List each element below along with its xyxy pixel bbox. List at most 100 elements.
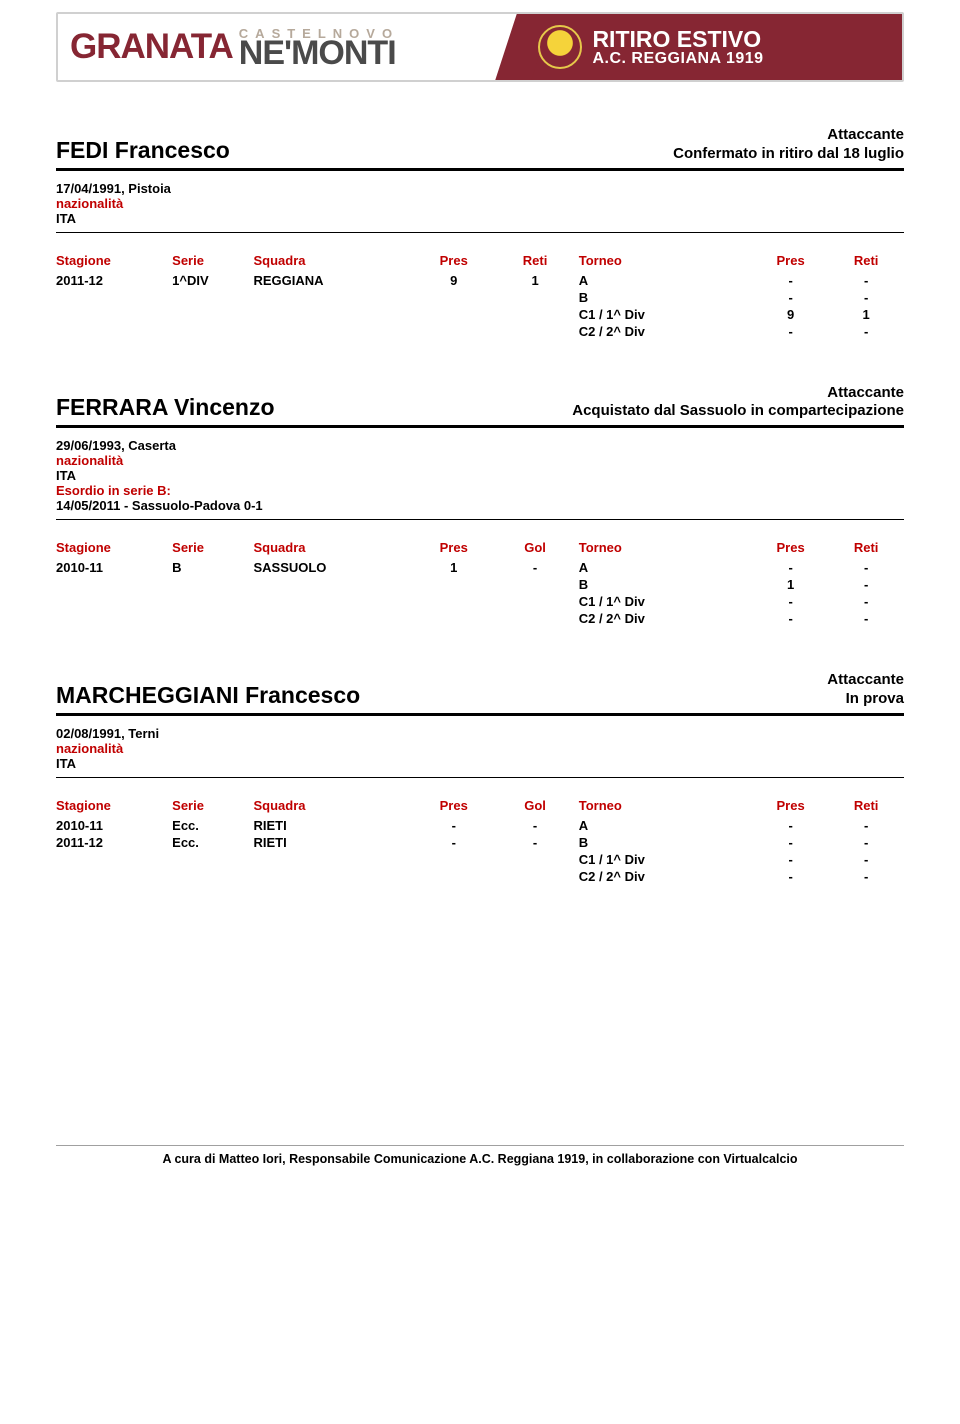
table-cell bbox=[56, 323, 172, 340]
nazionalita-label: nazionalità bbox=[56, 196, 904, 211]
table-header: Pres bbox=[416, 251, 497, 272]
esordio-value: 14/05/2011 - Sassuolo-Padova 0-1 bbox=[56, 498, 904, 513]
table-cell: REGGIANA bbox=[253, 272, 416, 289]
table-header: Squadra bbox=[253, 251, 416, 272]
table-cell: - bbox=[753, 323, 834, 340]
stats-table-wrap: StagioneSerieSquadraPresGolTorneoPresRet… bbox=[56, 538, 904, 627]
table-cell bbox=[253, 576, 416, 593]
nazionalita-label: nazionalità bbox=[56, 453, 904, 468]
table-cell bbox=[497, 306, 578, 323]
player-birth: 02/08/1991, Terni bbox=[56, 726, 904, 741]
banner-right: RITIRO ESTIVO A.C. REGGIANA 1919 bbox=[524, 14, 902, 80]
page-footer: A cura di Matteo Iori, Responsabile Comu… bbox=[56, 1145, 904, 1166]
table-row: 2010-11BSASSUOLO1-A-- bbox=[56, 559, 904, 576]
table-cell: 1 bbox=[416, 559, 497, 576]
table-cell: - bbox=[834, 610, 904, 627]
table-header: Pres bbox=[753, 251, 834, 272]
table-cell: - bbox=[834, 868, 904, 885]
table-cell: 9 bbox=[416, 272, 497, 289]
table-cell: C1 / 1^ Div bbox=[579, 306, 753, 323]
stats-table: StagioneSerieSquadraPresGolTorneoPresRet… bbox=[56, 538, 904, 627]
stats-table: StagioneSerieSquadraPresRetiTorneoPresRe… bbox=[56, 251, 904, 340]
table-cell: - bbox=[416, 834, 497, 851]
table-cell bbox=[253, 610, 416, 627]
table-cell: B bbox=[579, 834, 753, 851]
table-cell bbox=[497, 576, 578, 593]
table-cell bbox=[416, 576, 497, 593]
table-header: Pres bbox=[416, 796, 497, 817]
stats-table-wrap: StagioneSerieSquadraPresGolTorneoPresRet… bbox=[56, 796, 904, 885]
player-status: In prova bbox=[827, 690, 904, 709]
table-cell bbox=[416, 868, 497, 885]
player-bio: 17/04/1991, PistoianazionalitàITA bbox=[56, 181, 904, 233]
table-cell bbox=[253, 289, 416, 306]
table-cell bbox=[56, 289, 172, 306]
player-status: Acquistato dal Sassuolo in compartecipaz… bbox=[572, 402, 904, 421]
player-name: FEDI Francesco bbox=[56, 137, 230, 164]
table-cell bbox=[56, 306, 172, 323]
table-header: Gol bbox=[497, 796, 578, 817]
page: GRANATA CASTELNOVO NE'MONTI RITIRO ESTIV… bbox=[0, 0, 960, 1182]
table-row: C1 / 1^ Div-- bbox=[56, 593, 904, 610]
table-header: Reti bbox=[834, 538, 904, 559]
table-cell: 1 bbox=[497, 272, 578, 289]
player-name: FERRARA Vincenzo bbox=[56, 394, 275, 421]
nemonti-text: NE'MONTI bbox=[239, 39, 399, 68]
table-cell: - bbox=[834, 323, 904, 340]
table-header: Squadra bbox=[253, 538, 416, 559]
table-cell: - bbox=[753, 559, 834, 576]
table-cell bbox=[416, 593, 497, 610]
club-crest-icon bbox=[538, 25, 582, 69]
table-cell: B bbox=[579, 576, 753, 593]
table-cell bbox=[172, 868, 253, 885]
table-cell: A bbox=[579, 559, 753, 576]
table-cell: C1 / 1^ Div bbox=[579, 851, 753, 868]
player-role: Attaccante bbox=[827, 671, 904, 690]
table-cell: - bbox=[753, 593, 834, 610]
player-section: FERRARA Vincenzo AttaccanteAcquistato dal… bbox=[56, 384, 904, 628]
table-cell: SASSUOLO bbox=[253, 559, 416, 576]
table-cell bbox=[497, 593, 578, 610]
table-header: Pres bbox=[753, 796, 834, 817]
table-cell: - bbox=[834, 593, 904, 610]
table-cell bbox=[253, 323, 416, 340]
table-row: C1 / 1^ Div-- bbox=[56, 851, 904, 868]
table-header: Serie bbox=[172, 796, 253, 817]
table-cell bbox=[416, 306, 497, 323]
stats-table-wrap: StagioneSerieSquadraPresRetiTorneoPresRe… bbox=[56, 251, 904, 340]
ritiro-text: RITIRO ESTIVO bbox=[592, 28, 763, 51]
table-cell: - bbox=[834, 851, 904, 868]
table-header: Reti bbox=[834, 796, 904, 817]
table-cell: A bbox=[579, 272, 753, 289]
table-header: Gol bbox=[497, 538, 578, 559]
table-header: Torneo bbox=[579, 538, 753, 559]
table-cell: - bbox=[753, 289, 834, 306]
table-cell: 9 bbox=[753, 306, 834, 323]
player-status: Confermato in ritiro dal 18 luglio bbox=[673, 145, 904, 164]
player-header: FERRARA Vincenzo AttaccanteAcquistato dal… bbox=[56, 384, 904, 429]
table-header: Stagione bbox=[56, 251, 172, 272]
table-cell: RIETI bbox=[253, 834, 416, 851]
table-cell: - bbox=[834, 576, 904, 593]
table-cell bbox=[56, 576, 172, 593]
player-bio: 29/06/1993, CasertanazionalitàITAEsordio… bbox=[56, 438, 904, 520]
top-banner: GRANATA CASTELNOVO NE'MONTI RITIRO ESTIV… bbox=[56, 12, 904, 82]
table-cell: RIETI bbox=[253, 817, 416, 834]
table-header: Torneo bbox=[579, 251, 753, 272]
player-role-block: AttaccanteConfermato in ritiro dal 18 lu… bbox=[673, 126, 904, 164]
table-row: 2011-121^DIVREGGIANA91A-- bbox=[56, 272, 904, 289]
table-cell: 2011-12 bbox=[56, 272, 172, 289]
table-cell: - bbox=[753, 817, 834, 834]
stats-table: StagioneSerieSquadraPresGolTorneoPresRet… bbox=[56, 796, 904, 885]
table-cell: - bbox=[497, 817, 578, 834]
table-cell bbox=[416, 851, 497, 868]
player-name: MARCHEGGIANI Francesco bbox=[56, 682, 360, 709]
table-cell bbox=[172, 306, 253, 323]
table-cell bbox=[172, 576, 253, 593]
table-cell bbox=[56, 593, 172, 610]
table-cell bbox=[172, 289, 253, 306]
player-role: Attaccante bbox=[572, 384, 904, 403]
player-bio: 02/08/1991, TerninazionalitàITA bbox=[56, 726, 904, 778]
player-section: FEDI Francesco AttaccanteConfermato in ri… bbox=[56, 126, 904, 340]
table-cell: 2011-12 bbox=[56, 834, 172, 851]
